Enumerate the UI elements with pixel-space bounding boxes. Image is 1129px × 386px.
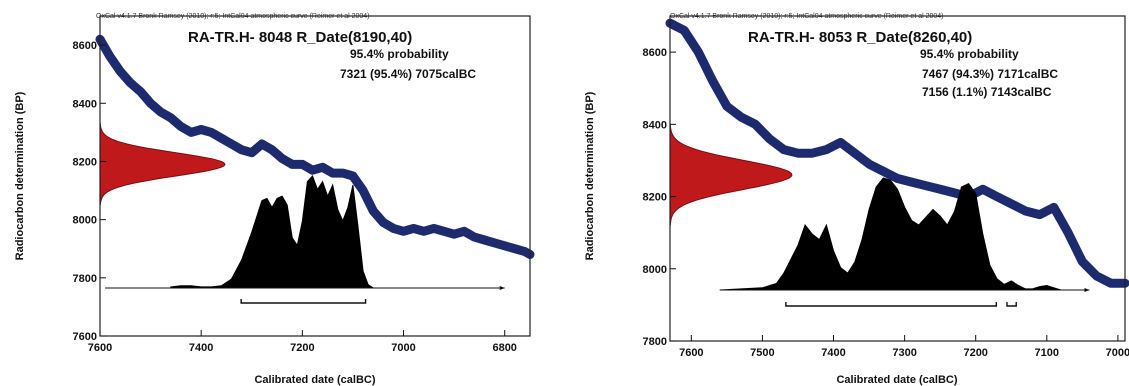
chart-title: RA-TR.H- 8053 R_Date(8260,40) bbox=[748, 29, 972, 46]
calibration-chart-left: OxCal v4.1.7 Bronk Ramsey (2010); r:5; I… bbox=[14, 13, 535, 386]
x-tick-label: 7600 bbox=[679, 347, 703, 359]
axes: 7600 7400 7200 7000 6800 7600 7800 8000 8200 8400… bbox=[73, 40, 517, 354]
plot-area bbox=[665, 18, 1129, 307]
y-tick-label: 8000 bbox=[643, 264, 667, 276]
axes: 7600 7500 7400 7300 7200 7100 7000 7800 8000 8200… bbox=[643, 47, 1129, 359]
x-tick-label: 7000 bbox=[1106, 347, 1129, 359]
y-tick-label: 8400 bbox=[73, 98, 97, 110]
range-bar bbox=[1006, 302, 1017, 307]
radiocarbon-date-distribution bbox=[99, 123, 226, 206]
plot-frame bbox=[99, 15, 531, 337]
y-axis-label: Radiocarbon determination (BP) bbox=[14, 91, 26, 260]
y-axis-label: Radiocarbon determination (BP) bbox=[584, 91, 596, 260]
x-axis-label: Calibrated date (calBC) bbox=[836, 374, 957, 386]
x-tick-label: 7500 bbox=[750, 347, 774, 359]
x-tick-label: 7600 bbox=[88, 342, 112, 354]
y-tick-label: 7800 bbox=[73, 273, 97, 285]
x-tick-label: 7400 bbox=[821, 347, 845, 359]
probability-label: 95.4% probability bbox=[920, 47, 1019, 61]
baseline-arrowhead bbox=[499, 286, 505, 290]
x-tick-label: 7200 bbox=[963, 347, 987, 359]
calibration-curve bbox=[665, 18, 1129, 288]
x-tick-label: 7200 bbox=[290, 342, 314, 354]
probability-label: 95.4% probability bbox=[350, 47, 449, 61]
calibration-curve bbox=[95, 34, 535, 259]
plot-area bbox=[95, 34, 535, 304]
x-tick-label: 7400 bbox=[189, 342, 213, 354]
range-text: 7321 (95.4%) 7075calBC bbox=[340, 67, 476, 81]
range-text: 7467 (94.3%) 7171calBC bbox=[922, 67, 1058, 81]
y-tick-label: 8400 bbox=[643, 119, 667, 131]
calibrated-date-distribution bbox=[170, 175, 375, 289]
y-tick-label: 8600 bbox=[643, 47, 667, 59]
y-tick-label: 7600 bbox=[73, 331, 97, 343]
y-tick-label: 8600 bbox=[73, 40, 97, 52]
calibrated-date-distribution bbox=[719, 177, 1062, 291]
y-tick-label: 8200 bbox=[73, 156, 97, 168]
x-tick-label: 6800 bbox=[492, 342, 516, 354]
range-bar bbox=[785, 302, 998, 307]
range-text: 7156 (1.1%) 7143calBC bbox=[922, 85, 1052, 99]
y-tick-label: 7800 bbox=[643, 336, 667, 348]
y-tick-label: 8000 bbox=[73, 215, 97, 227]
range-bar bbox=[240, 299, 367, 304]
calibration-chart-right: OxCal v4.1.7 Bronk Ramsey (2010); r:5; I… bbox=[584, 13, 1129, 386]
y-tick-label: 8200 bbox=[643, 192, 667, 204]
baseline-arrowhead bbox=[1084, 288, 1090, 292]
radiocarbon-date-distribution bbox=[669, 123, 793, 226]
plot-frame bbox=[669, 15, 1126, 342]
x-tick-label: 7300 bbox=[892, 347, 916, 359]
chart-title: RA-TR.H- 8048 R_Date(8190,40) bbox=[188, 29, 412, 46]
x-tick-label: 7000 bbox=[391, 342, 415, 354]
x-axis-label: Calibrated date (calBC) bbox=[254, 374, 375, 386]
x-tick-label: 7100 bbox=[1035, 347, 1059, 359]
